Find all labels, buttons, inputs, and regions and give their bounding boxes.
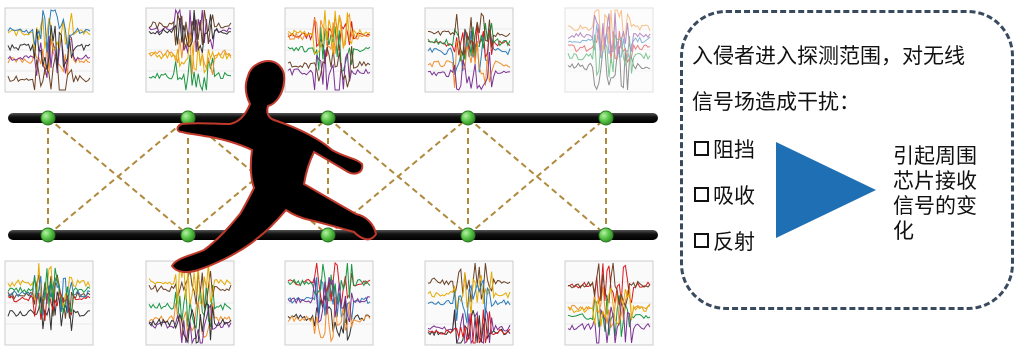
top-signal-thumbnails xyxy=(4,7,654,93)
signal-thumbnail xyxy=(424,260,514,346)
sensor-node xyxy=(40,110,56,126)
signal-thumbnail xyxy=(284,7,374,93)
list-item: 反射 xyxy=(694,232,755,253)
panel-line-2: 信号场造成干扰： xyxy=(692,90,860,114)
sensor-node xyxy=(598,227,614,243)
sensor-nodes xyxy=(40,110,614,243)
signal-thumbnail xyxy=(145,260,235,346)
result-line-3: 信号的变 xyxy=(893,194,977,218)
sensor-node xyxy=(460,227,476,243)
checkbox-icon xyxy=(694,233,709,248)
sensor-node xyxy=(598,110,614,126)
bottom-signal-thumbnails xyxy=(4,260,654,346)
sensor-node xyxy=(180,227,196,243)
result-line-4: 化 xyxy=(893,219,914,243)
result-line-2: 芯片接收 xyxy=(893,169,977,193)
arrow-right-triangle-icon xyxy=(776,142,876,238)
checkbox-icon xyxy=(694,141,709,156)
link-diagonal xyxy=(467,117,607,236)
sensor-node xyxy=(460,110,476,126)
explanation-panel xyxy=(680,10,1014,310)
signal-thumbnail xyxy=(4,7,94,93)
sensor-node xyxy=(320,110,336,126)
panel-line-1: 入侵者进入探测范围，对无线 xyxy=(692,44,965,68)
list-item: 阻挡 xyxy=(694,140,755,161)
signal-thumbnail xyxy=(564,7,654,93)
signal-thumbnail xyxy=(424,7,514,93)
checkbox-icon xyxy=(694,187,709,202)
list-item: 吸收 xyxy=(694,186,755,207)
signal-thumbnail xyxy=(564,260,654,346)
link-diagonal xyxy=(47,117,189,236)
sensor-node xyxy=(40,227,56,243)
result-line-1: 引起周围 xyxy=(893,144,977,168)
signal-thumbnail xyxy=(4,260,94,346)
signal-thumbnail xyxy=(145,7,235,93)
sensor-node xyxy=(320,227,336,243)
person-silhouette-icon xyxy=(170,60,378,274)
signal-thumbnail xyxy=(284,260,374,346)
